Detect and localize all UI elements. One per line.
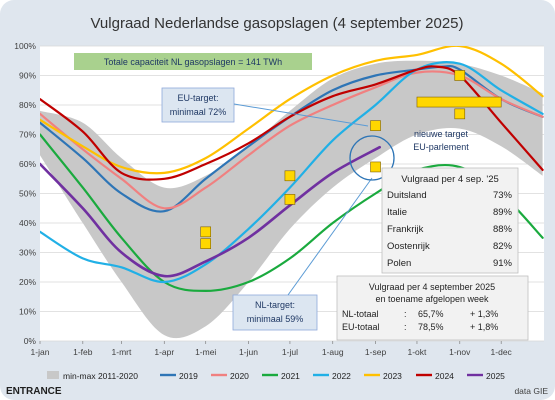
country-name: Oostenrijk [387,241,430,252]
country-name: Frankrijk [387,224,424,235]
new-target-line1: nieuwe target [414,129,469,139]
y-tick-label: 60% [19,159,36,169]
y-tick-label: 10% [19,307,36,317]
target-marker [370,161,381,173]
x-axis: 1-jan 1-feb 1-mrt 1-apr 1-mei 1-jun 1-jul 1-aug… [31,341,513,357]
series-line-2023 [40,46,544,175]
country-name: Duitsland [387,190,427,201]
nl-target-arrow [287,177,373,296]
new-target-line2: EU-parlement [413,142,469,152]
y-tick-label: 30% [19,248,36,258]
summary-rows: NL-totaal: 65,7% + 1,3% EU-totaal: 78,5% + 1,… [342,309,498,332]
series-line-2022 [40,61,544,284]
country-value: 91% [493,258,513,269]
summary-label: NL-totaal [342,309,379,319]
x-tick-label: 1-jun [239,347,258,357]
x-tick-label: 1-mei [195,347,216,357]
legend-label-2024: 2024 [435,371,454,381]
x-tick-label: 1-jul [282,347,298,357]
legend-label-band: min-max 2011-2020 [63,371,138,381]
y-tick-label: 50% [19,189,36,199]
target-marker [370,120,381,131]
capacity-note: Totale capaciteit NL gasopslagen = 141 T… [104,57,282,67]
country-rows: Duitsland 73% Italie 89% Frankrijk 88% Oostenr… [387,190,513,269]
series-line-2019 [40,64,544,213]
x-tick-label: 1-apr [154,347,174,357]
country-name: Polen [387,258,411,269]
legend-swatch-band [47,371,59,379]
country-value: 82% [493,241,513,252]
new-target-bar [416,96,502,108]
y-tick-label: 40% [19,218,36,228]
legend-label-2019: 2019 [179,371,198,381]
target-marker [200,238,211,249]
target-marker [284,170,296,182]
country-table [381,167,519,274]
legend-label-2020: 2020 [230,371,249,381]
target-marker [454,70,466,81]
nl-target-line2: minimaal 59% [247,314,304,324]
legend-label-2023: 2023 [383,371,402,381]
country-value: 73% [493,190,513,201]
summary-sep: : [404,309,407,319]
summary-value: 78,5% [418,322,444,332]
y-tick-label: 80% [19,100,36,110]
x-tick-label: 1-dec [491,347,513,357]
summary-label: EU-totaal [342,322,380,332]
highlight-circle [349,135,395,181]
target-marker [200,226,211,238]
footer-source: data GIE [514,386,548,396]
legend-label-2021: 2021 [281,371,300,381]
x-tick-label: 1-sep [365,347,387,357]
y-tick-label: 0% [24,336,37,346]
x-tick-label: 1-nov [449,347,471,357]
target-markers [200,70,466,249]
nl-target-line1: NL-target: [255,300,295,310]
legend-label-2025: 2025 [486,371,505,381]
summary-table [336,275,529,341]
country-table-title: Vulgraad per 4 sep. '25 [401,174,499,185]
series-line-2021 [40,133,544,293]
eu-target-box [161,87,235,123]
y-axis: 0% 10% 20% 30% 40% 50% 60% 70% 80% 90% 100% [14,41,36,346]
x-tick-label: 1-mrt [112,347,132,357]
country-name: Italie [387,207,407,218]
country-value: 89% [493,207,513,218]
footer-logo: ENTRANCE [6,386,62,397]
y-tick-label: 100% [14,41,36,51]
summary-line2: en toename afgelopen week [375,294,489,304]
summary-change: + 1,8% [470,322,498,332]
target-marker [454,108,466,120]
nl-target-box [232,294,318,331]
y-tick-label: 70% [19,130,36,140]
capacity-note-box [74,53,312,70]
eu-target-line2: minimaal 72% [170,107,227,117]
x-tick-label: 1-aug [322,347,344,357]
summary-line1: Vulgraad per 4 september 2025 [369,282,495,292]
legend-label-2022: 2022 [332,371,351,381]
y-tick-label: 90% [19,71,36,81]
chart-title: Vulgraad Nederlandse gasopslagen (4 sept… [90,15,463,32]
x-tick-label: 1-okt [408,347,428,357]
legend: min-max 2011-2020 2019 2020 2021 2022 2023 202… [47,371,505,381]
eu-target-line1: EU-target: [177,93,218,103]
x-tick-label: 1-jan [31,347,50,357]
x-tick-label: 1-feb [73,347,93,357]
summary-value: 65,7% [418,309,444,319]
target-marker [284,194,296,205]
summary-change: + 1,3% [470,309,498,319]
y-tick-label: 20% [19,277,36,287]
country-value: 88% [493,224,513,235]
eu-target-arrow [233,103,369,127]
series-line-2025 [40,145,381,278]
summary-sep: : [404,322,407,332]
